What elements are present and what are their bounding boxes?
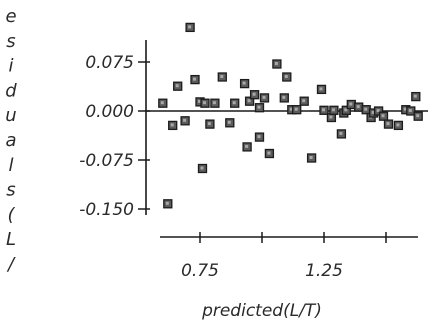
data-point-highlight [242,81,246,85]
data-point-highlight [198,99,201,103]
data-point-highlight [376,109,380,112]
data-point-highlight [170,123,174,127]
x-tick-label: 1.25 [305,261,343,281]
y-axis-title-char: s [6,180,15,201]
data-point-highlight [408,109,412,112]
data-point-highlight [319,87,323,91]
data-point-highlight [396,123,400,127]
data-point-highlight [289,107,293,111]
data-point-highlight [344,108,348,112]
data-point-highlight [403,107,407,111]
data-point-highlight [284,75,288,78]
data-point-highlight [267,151,271,155]
y-axis-title-char: s [6,31,15,52]
data-point-highlight [322,108,325,112]
y-tick-label: -0.075 [79,151,134,171]
data-point-highlight [160,101,164,105]
data-point-highlight [386,122,390,126]
data-point-highlight [175,84,179,88]
data-point-highlight [212,101,216,105]
data-point-highlight [416,114,420,118]
data-point-highlight [413,94,417,98]
data-point-highlight [245,144,249,148]
y-axis-title-char: a [5,130,16,151]
y-axis-title-char: e [5,6,16,27]
y-tick-label: -0.150 [79,200,134,220]
data-point-highlight [331,108,335,112]
data-point-highlight [262,95,266,99]
y-axis-title-char: i [8,56,13,77]
data-point-highlight [329,115,333,119]
data-point-highlight [232,101,236,105]
data-point-highlight [200,166,204,170]
x-tick-label: 0.75 [181,261,219,281]
x-axis-title: predicted(L/T) [201,301,322,321]
data-point-highlight [371,111,375,114]
y-axis-title-char: l [8,155,13,176]
data-point-highlight [227,120,231,124]
data-point-highlight [356,105,360,109]
data-point-highlight [309,156,313,159]
data-point-highlight [294,107,298,111]
data-points [158,22,423,209]
y-axis-title-char: u [5,105,16,126]
y-axis-title-char: ( [7,204,15,225]
y-tick-label: 0.000 [85,102,134,122]
data-point-highlight [381,114,385,118]
data-point-highlight [349,102,353,106]
data-point-highlight [203,101,206,105]
y-axis-title-char: L [6,229,16,250]
y-axis: 0.075 0.000 -0.075 -0.150 [79,40,150,220]
y-axis-title-char: / [6,254,16,275]
data-point-highlight [274,62,278,65]
data-point-highlight [252,92,256,96]
data-point-highlight [257,135,261,139]
y-axis-title-char: d [5,80,17,101]
y-tick-label: 0.075 [85,53,134,73]
data-point-highlight [220,75,224,78]
x-axis: 0.75 1.25 [160,232,418,281]
data-point-highlight [247,99,251,103]
data-point-highlight [183,118,187,122]
data-point-highlight [257,105,261,109]
data-point-highlight [302,99,306,103]
data-point-highlight [207,122,211,126]
data-point-highlight [282,95,286,99]
data-point-highlight [364,107,368,111]
data-point-highlight [193,77,196,81]
data-point-highlight [339,131,343,135]
data-point-highlight [165,201,169,205]
data-point-highlight [188,25,192,29]
